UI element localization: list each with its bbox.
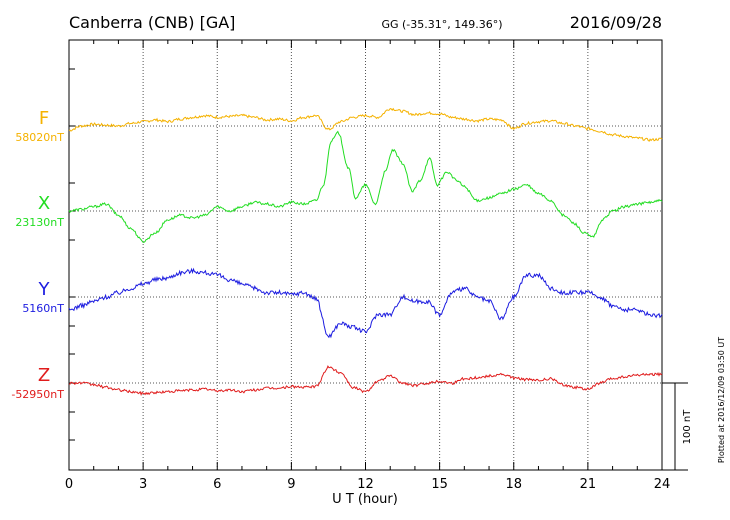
x-tick-label: 3 [139, 477, 147, 492]
x-tick-label: 24 [654, 477, 671, 492]
x-axis-label: U T (hour) [332, 492, 398, 507]
grid-lines [69, 40, 662, 470]
series-name-y: Y [38, 279, 51, 300]
date-label: 2016/09/28 [570, 13, 662, 32]
scale-bar [662, 382, 688, 471]
x-tick-label: 12 [357, 477, 374, 492]
station-title: Canberra (CNB) [GA] [69, 13, 235, 32]
plotted-note: Plotted at 2016/12/09 03:50 UT [717, 337, 726, 463]
series-line-y [68, 267, 663, 339]
x-tick-label: 6 [213, 477, 221, 492]
series-baseline-y: 5160nT [22, 302, 64, 315]
x-tick-label: 18 [505, 477, 522, 492]
series-name-f: F [39, 108, 49, 129]
series-name-z: Z [38, 365, 50, 386]
series-line-f [68, 107, 663, 142]
series-name-x: X [38, 193, 50, 214]
axis-ticks [68, 39, 663, 471]
x-tick-label: 21 [580, 477, 597, 492]
series-lines [68, 107, 663, 396]
x-tick-label: 9 [287, 477, 295, 492]
series-baseline-x: 23130nT [15, 216, 64, 229]
series-baseline-f: 58020nT [15, 131, 64, 144]
series-line-x [68, 130, 663, 243]
plot-frame [68, 39, 663, 471]
coordinates-label: GG (-35.31°, 149.36°) [381, 18, 502, 31]
series-labels: F 58020nT X 23130nT Y 5160nT Z -52950nT [11, 108, 64, 401]
scale-bar-label: 100 nT [682, 409, 693, 445]
x-tick-label: 0 [65, 477, 73, 492]
x-tick-label: 15 [431, 477, 448, 492]
series-baseline-z: -52950nT [11, 388, 64, 401]
series-line-z [68, 365, 663, 396]
x-tick-labels: 0 3 6 9 12 15 18 21 24 [65, 477, 670, 492]
